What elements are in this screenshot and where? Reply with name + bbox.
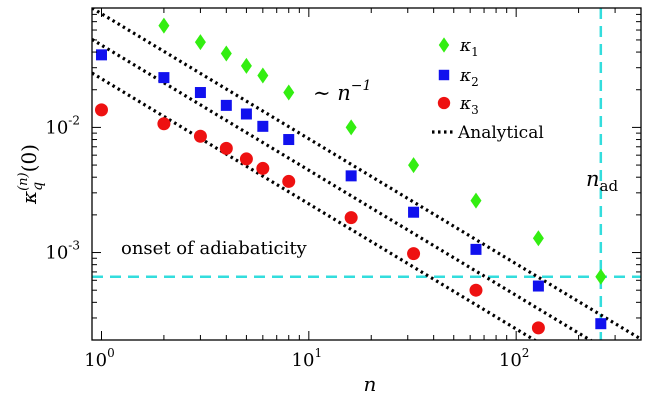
- data-point-s2-10: [470, 243, 482, 255]
- y-label-sub: q: [30, 182, 46, 191]
- analytical-line-2: [92, 38, 594, 340]
- data-point-s2-12: [595, 318, 607, 330]
- nad-sub: ad: [600, 177, 619, 195]
- data-point-s1-1: [158, 17, 170, 34]
- data-point-s1-5: [257, 67, 269, 84]
- data-point-s1-2: [194, 34, 206, 51]
- data-point-s2-2: [158, 72, 170, 84]
- y-axis-label: κq(n)(0): [16, 144, 46, 205]
- data-point-s2-7: [283, 134, 295, 146]
- y-tick-exp: -3: [68, 239, 80, 253]
- data-point-s2-4: [220, 99, 232, 111]
- legend-symbol: κ: [459, 36, 471, 56]
- data-point-s3-4: [219, 141, 233, 155]
- onset-annotation: onset of adiabaticity: [121, 238, 308, 259]
- legend-label-1: κ1: [459, 36, 479, 59]
- x-axis-label: n: [364, 372, 377, 396]
- y-tick-exp: -2: [68, 113, 80, 127]
- data-point-s1-8: [408, 157, 420, 174]
- legend-marker-1: [438, 37, 450, 53]
- scaling-annotation: ∼ n−1: [313, 78, 371, 105]
- legend-symbol: κ: [459, 66, 471, 86]
- x-tick-label-1: 100: [84, 346, 115, 371]
- legend-label-analytical: Analytical: [457, 123, 544, 143]
- data-point-s2-1: [95, 49, 107, 61]
- x-tick-base: 10: [292, 350, 315, 371]
- data-point-s2-5: [240, 108, 252, 120]
- y-tick-label-2: 10-2: [45, 113, 80, 138]
- x-tick-label-2: 101: [292, 346, 323, 371]
- y-tick-label-1: 10-3: [45, 239, 80, 264]
- x-tick-base: 10: [499, 350, 522, 371]
- analytical-line-1: [92, 8, 641, 340]
- legend-sub: 1: [471, 45, 479, 59]
- x-tick-exp: 2: [522, 346, 530, 360]
- data-point-s1-7: [345, 119, 357, 136]
- data-point-s2-3: [194, 87, 206, 99]
- data-point-s3-1: [94, 103, 108, 117]
- legend-symbol: κ: [459, 94, 471, 114]
- data-point-s1-6: [283, 84, 295, 101]
- nad-annotation: nad: [586, 167, 618, 195]
- x-tick-exp: 0: [107, 346, 115, 360]
- y-tick-base: 10: [45, 117, 68, 138]
- y-label-sup: (n): [16, 172, 31, 191]
- scaling-exp: −1: [351, 78, 372, 94]
- data-point-s1-11: [595, 268, 607, 285]
- data-point-s2-8: [345, 170, 357, 182]
- y-tick-base: 10: [45, 243, 68, 264]
- data-point-s3-9: [407, 247, 421, 261]
- scaling-base: ∼ n: [313, 81, 351, 105]
- data-point-s3-10: [469, 283, 483, 297]
- nad-base: n: [586, 167, 600, 191]
- data-point-s1-3: [220, 45, 232, 62]
- analytical-line-3: [92, 71, 538, 340]
- data-point-s3-5: [239, 152, 253, 166]
- y-label-symbol: κ: [17, 191, 41, 205]
- legend-marker-3: [437, 96, 451, 110]
- data-point-s3-7: [282, 174, 296, 188]
- data-point-s1-9: [470, 192, 482, 209]
- data-point-s2-6: [257, 120, 269, 132]
- data-point-s1-10: [532, 230, 544, 247]
- data-point-s2-9: [408, 206, 420, 218]
- x-tick-exp: 1: [314, 346, 322, 360]
- data-point-s3-2: [157, 117, 171, 131]
- data-point-s3-6: [256, 161, 270, 175]
- legend-sub: 3: [471, 103, 479, 117]
- x-tick-base: 10: [84, 350, 107, 371]
- data-point-s3-3: [193, 129, 207, 143]
- data-point-s1-4: [240, 57, 252, 74]
- legend-label-2: κ2: [459, 66, 479, 89]
- data-point-s3-11: [531, 321, 545, 335]
- plot-area: [92, 8, 641, 340]
- data-point-s2-11: [532, 280, 544, 292]
- legend-sub: 2: [471, 75, 479, 89]
- plot-frame: [91, 7, 642, 341]
- legend-marker-2: [438, 69, 450, 81]
- y-label-arg: (0): [17, 144, 41, 172]
- x-tick-label-3: 102: [499, 346, 530, 371]
- legend-label-3: κ3: [459, 94, 479, 117]
- data-point-s3-8: [344, 211, 358, 225]
